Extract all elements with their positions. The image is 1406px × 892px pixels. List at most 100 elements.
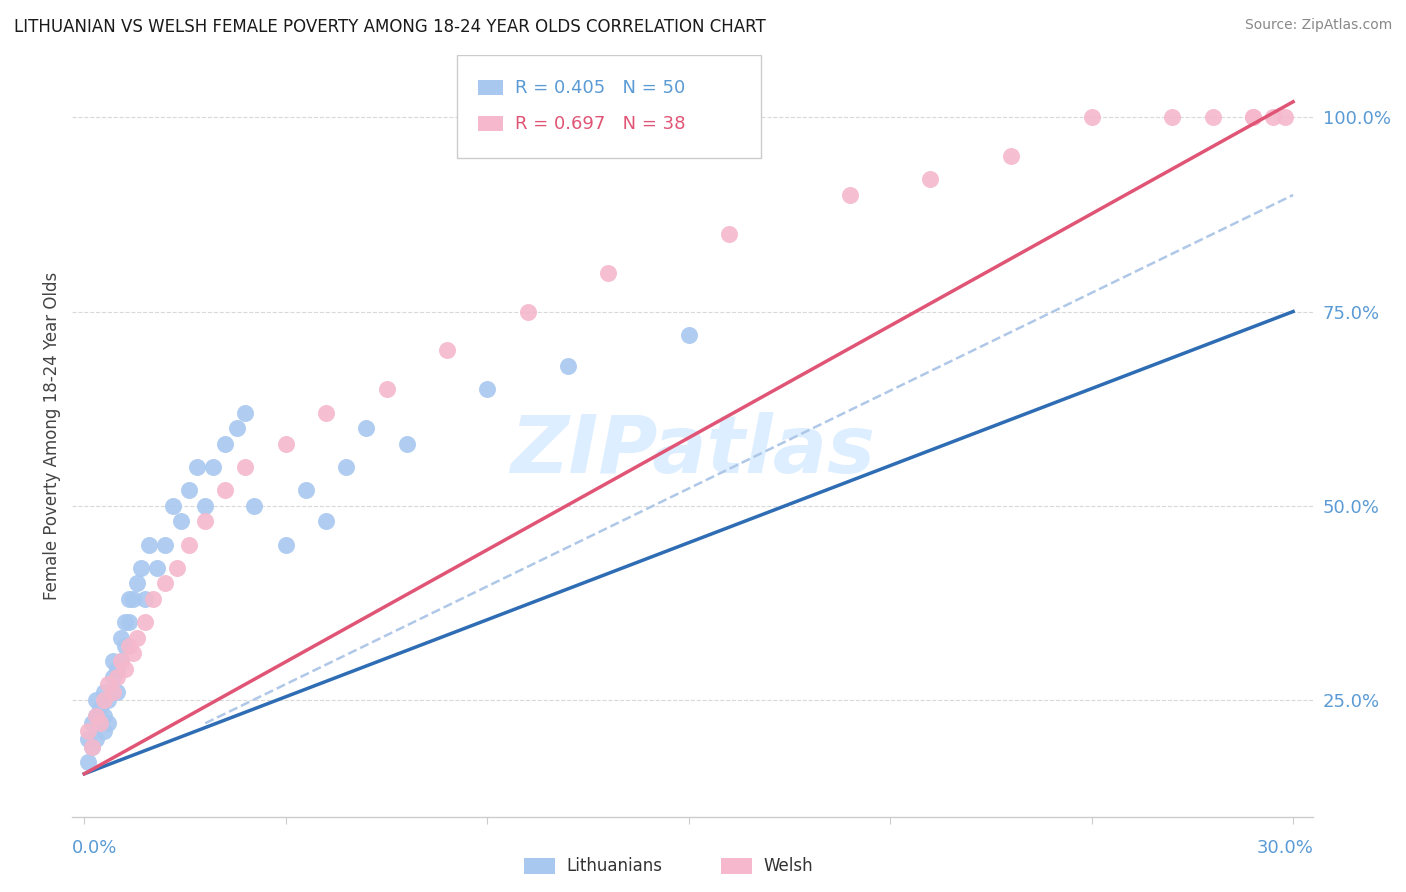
Point bbox=[295, 483, 318, 498]
Point bbox=[117, 592, 139, 607]
Point bbox=[274, 436, 297, 450]
Point bbox=[170, 514, 193, 528]
FancyBboxPatch shape bbox=[478, 80, 503, 95]
FancyBboxPatch shape bbox=[478, 116, 503, 131]
Point bbox=[89, 716, 111, 731]
Point bbox=[89, 716, 111, 731]
Point bbox=[177, 483, 200, 498]
Point bbox=[1201, 110, 1223, 124]
Point bbox=[315, 405, 337, 419]
Point bbox=[134, 615, 156, 630]
Point bbox=[110, 631, 132, 645]
Point bbox=[86, 708, 108, 723]
Point bbox=[114, 615, 136, 630]
Point bbox=[89, 700, 111, 714]
Point bbox=[214, 483, 236, 498]
Point bbox=[105, 685, 128, 699]
Point bbox=[153, 538, 176, 552]
Point bbox=[82, 716, 104, 731]
Point bbox=[395, 436, 418, 450]
Point bbox=[315, 514, 337, 528]
Y-axis label: Female Poverty Among 18-24 Year Olds: Female Poverty Among 18-24 Year Olds bbox=[44, 272, 60, 600]
Point bbox=[920, 172, 942, 186]
Point bbox=[235, 405, 257, 419]
Point bbox=[194, 499, 217, 513]
Point bbox=[101, 654, 124, 668]
Point bbox=[77, 724, 100, 739]
Point bbox=[105, 662, 128, 676]
Point bbox=[105, 670, 128, 684]
Point bbox=[194, 514, 217, 528]
Point bbox=[1241, 110, 1264, 124]
Text: ZIPatlas: ZIPatlas bbox=[510, 412, 876, 490]
Point bbox=[557, 359, 579, 373]
Point bbox=[375, 382, 398, 396]
Point bbox=[77, 755, 100, 769]
Point bbox=[335, 459, 357, 474]
Point bbox=[114, 639, 136, 653]
Point bbox=[1241, 110, 1264, 124]
Point bbox=[718, 227, 741, 241]
Point bbox=[235, 459, 257, 474]
Point bbox=[82, 739, 104, 754]
Point bbox=[1261, 110, 1284, 124]
Text: Welsh: Welsh bbox=[763, 856, 813, 874]
Point bbox=[1274, 110, 1296, 124]
Point bbox=[1161, 110, 1184, 124]
Point bbox=[93, 693, 115, 707]
Text: R = 0.405   N = 50: R = 0.405 N = 50 bbox=[515, 78, 686, 97]
Text: 30.0%: 30.0% bbox=[1257, 838, 1313, 857]
Point bbox=[77, 731, 100, 746]
Point bbox=[101, 685, 124, 699]
Point bbox=[121, 646, 143, 660]
Point bbox=[516, 304, 538, 318]
Point bbox=[86, 708, 108, 723]
Text: R = 0.697   N = 38: R = 0.697 N = 38 bbox=[515, 115, 686, 133]
Point bbox=[477, 382, 499, 396]
Point bbox=[125, 631, 148, 645]
Point bbox=[186, 459, 208, 474]
Point bbox=[121, 592, 143, 607]
Point bbox=[114, 662, 136, 676]
Point bbox=[138, 538, 160, 552]
Point bbox=[110, 654, 132, 668]
Text: LITHUANIAN VS WELSH FEMALE POVERTY AMONG 18-24 YEAR OLDS CORRELATION CHART: LITHUANIAN VS WELSH FEMALE POVERTY AMONG… bbox=[14, 18, 766, 36]
Point bbox=[86, 693, 108, 707]
Point bbox=[101, 670, 124, 684]
Point bbox=[1000, 149, 1022, 163]
Point bbox=[162, 499, 184, 513]
Point bbox=[82, 739, 104, 754]
Point bbox=[153, 576, 176, 591]
Point bbox=[838, 188, 860, 202]
Text: Source: ZipAtlas.com: Source: ZipAtlas.com bbox=[1244, 18, 1392, 32]
Point bbox=[1080, 110, 1102, 124]
Point bbox=[117, 615, 139, 630]
Point bbox=[166, 561, 188, 575]
Point bbox=[93, 724, 115, 739]
Point bbox=[93, 708, 115, 723]
Point bbox=[146, 561, 169, 575]
Point bbox=[356, 421, 378, 435]
Point bbox=[93, 685, 115, 699]
Point bbox=[214, 436, 236, 450]
Point bbox=[598, 266, 620, 280]
Point bbox=[117, 639, 139, 653]
Point bbox=[142, 592, 165, 607]
Point bbox=[274, 538, 297, 552]
Point bbox=[134, 592, 156, 607]
Point bbox=[97, 716, 120, 731]
Point bbox=[226, 421, 249, 435]
Point bbox=[129, 561, 152, 575]
Point bbox=[125, 576, 148, 591]
Point bbox=[242, 499, 264, 513]
FancyBboxPatch shape bbox=[457, 55, 761, 158]
Point bbox=[202, 459, 225, 474]
Point bbox=[177, 538, 200, 552]
Point bbox=[86, 731, 108, 746]
Text: 0.0%: 0.0% bbox=[72, 838, 118, 857]
Point bbox=[110, 654, 132, 668]
Point bbox=[97, 677, 120, 691]
Text: Lithuanians: Lithuanians bbox=[567, 856, 662, 874]
Point bbox=[97, 693, 120, 707]
Point bbox=[436, 343, 458, 358]
